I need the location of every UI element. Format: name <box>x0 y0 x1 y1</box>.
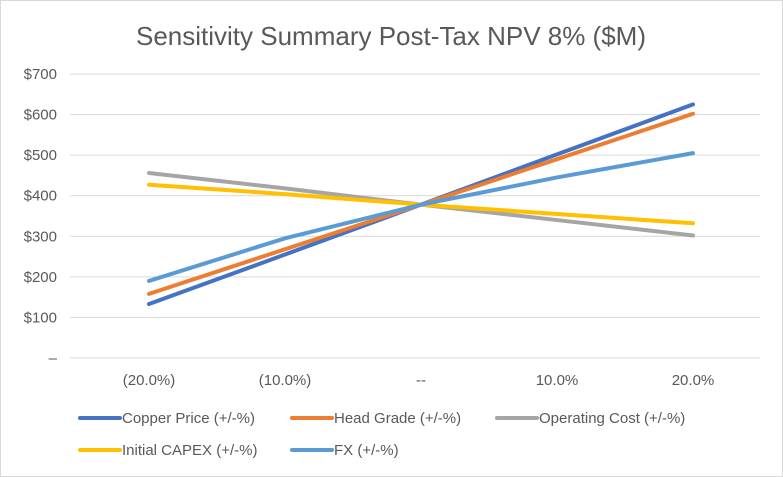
legend-label: FX (+/-%) <box>334 442 399 459</box>
x-tick-label: -- <box>416 372 426 389</box>
y-tick-label: $100 <box>24 309 57 326</box>
x-tick-label: 20.0% <box>672 372 715 389</box>
legend-label: Initial CAPEX (+/-%) <box>122 442 257 459</box>
y-tick-label: $400 <box>24 188 57 205</box>
legend-label: Operating Cost (+/-%) <box>539 410 685 427</box>
x-tick-label: (20.0%) <box>123 372 176 389</box>
y-tick-label: $500 <box>24 147 57 164</box>
y-tick-label: $700 <box>24 66 57 83</box>
y-tick-label: $200 <box>24 269 57 286</box>
series-lines <box>147 102 695 307</box>
legend: Copper Price (+/-%) Head Grade (+/-%) Oper… <box>78 410 685 459</box>
y-tick-label: $600 <box>24 107 57 124</box>
legend-label: Head Grade (+/-%) <box>334 410 461 427</box>
gridlines <box>70 73 760 359</box>
x-axis-tick-labels: (20.0%) (10.0%) -- 10.0% 20.0% <box>123 372 715 389</box>
x-tick-label: 10.0% <box>536 372 579 389</box>
y-axis-tick-labels: – $100 $200 $300 $400 $500 $600 $700 <box>24 66 58 367</box>
y-tick-label: $300 <box>24 228 57 245</box>
x-tick-label: (10.0%) <box>259 372 312 389</box>
y-tick-label: – <box>49 350 58 367</box>
legend-label: Copper Price (+/-%) <box>122 410 255 427</box>
series-line-4 <box>147 151 695 283</box>
chart-title: Sensitivity Summary Post-Tax NPV 8% ($M) <box>136 21 646 51</box>
